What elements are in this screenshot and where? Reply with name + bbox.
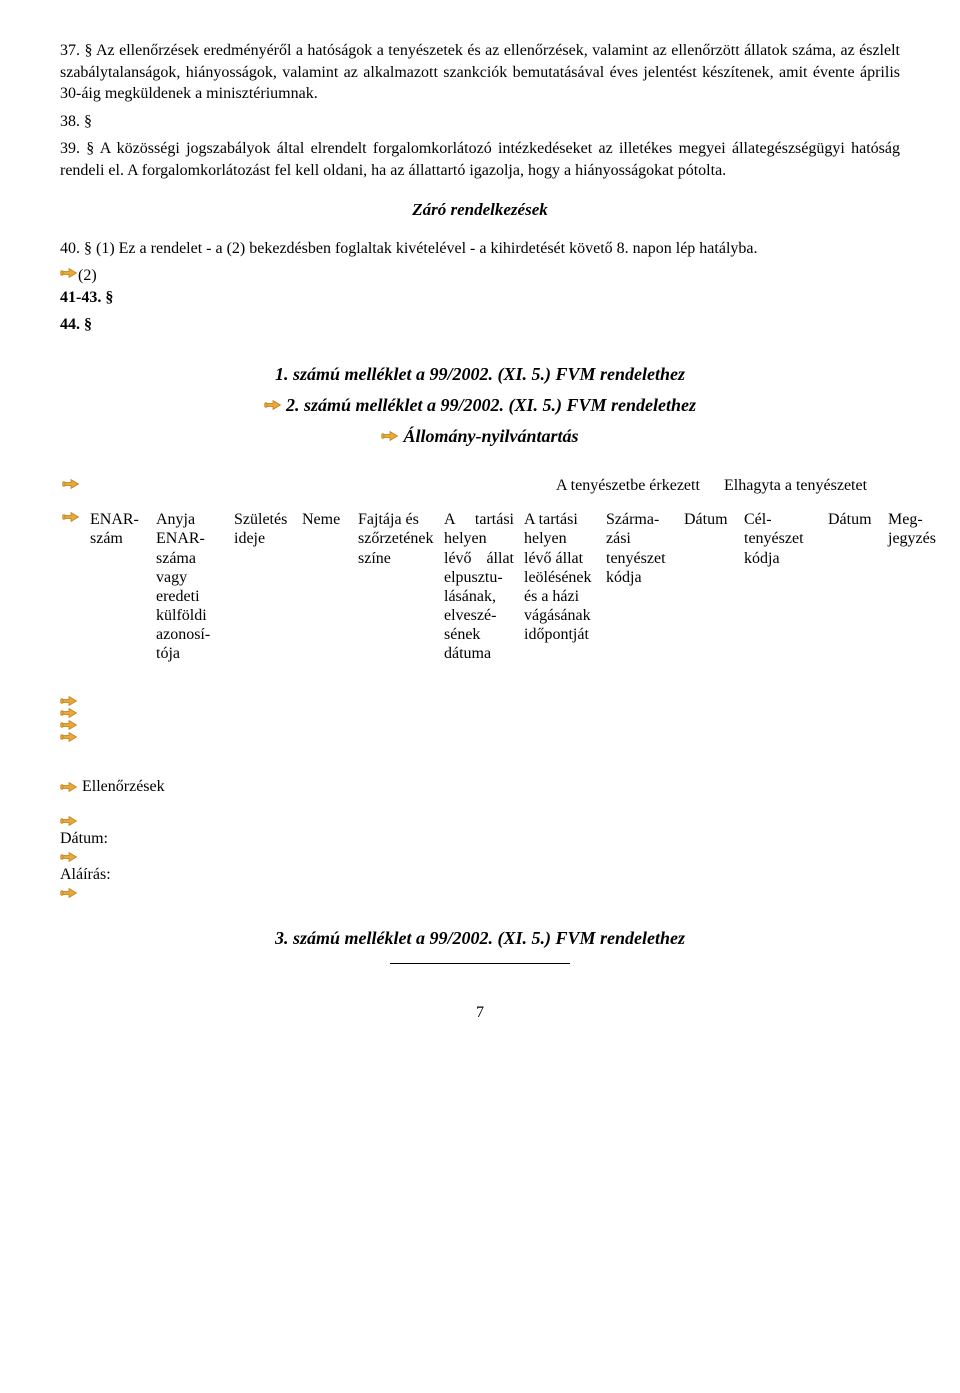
section-title-closing: Záró rendelkezések xyxy=(60,200,900,220)
footer-block: Ellenőrzések Dátum: Aláírás: xyxy=(60,778,900,900)
col-datum-1: Dátum xyxy=(682,510,736,529)
col-szarmazas: Szárma­zási tenyészet kódja xyxy=(604,510,676,587)
col-megjegyzes: Meg­jegyzés xyxy=(886,510,948,548)
pointer-icon xyxy=(60,886,78,900)
col-datum-2: Dátum xyxy=(826,510,880,529)
inventory-table: A tenyészetbe érkezett Elhagyta a tenyés… xyxy=(60,477,900,742)
pointer-icon xyxy=(60,814,78,828)
pointer-icon xyxy=(60,730,78,744)
pointer-icon xyxy=(60,850,78,864)
paragraph-39: 39. § A közösségi jogszabályok által elr… xyxy=(60,138,900,181)
col-anyja: Anyja ENAR-száma vagy eredeti külföldi a… xyxy=(154,510,226,664)
divider xyxy=(390,963,570,964)
paragraph-37: 37. § Az ellenőrzések eredményéről a hat… xyxy=(60,40,900,105)
attachment-2-title: 2. számú melléklet a 99/2002. (XI. 5.) F… xyxy=(286,395,696,416)
pointer-icon xyxy=(381,429,399,443)
col-elpusztulas: A tartási helyen lévő állat elpusztu­lás… xyxy=(442,510,516,664)
col-group-arrived: A tenyészetbe érkezett xyxy=(556,477,700,495)
pointer-icon xyxy=(264,398,282,412)
attachment-3-title: 3. számú melléklet a 99/2002. (XI. 5.) F… xyxy=(60,928,900,949)
pointer-icon xyxy=(62,477,80,491)
col-szuletes: Születés ideje xyxy=(232,510,294,548)
attachment-1-title: 1. számú melléklet a 99/2002. (XI. 5.) F… xyxy=(60,364,900,385)
attachment-2-subtitle: Állomány-nyilvántartás xyxy=(403,426,578,447)
col-neme: Neme xyxy=(300,510,350,529)
pointer-icon xyxy=(62,510,80,524)
paragraph-44: 44. § xyxy=(60,314,900,336)
page-number: 7 xyxy=(60,1004,900,1022)
label-datum: Dátum: xyxy=(60,830,108,848)
col-allat-leoles: A tartási helyen lévő állat leölésé­nek … xyxy=(522,510,598,644)
paragraph-40-sub: (2) xyxy=(78,265,97,287)
col-group-left: Elhagyta a tenyészetet xyxy=(724,477,867,494)
paragraph-38: 38. § xyxy=(60,111,900,133)
pointer-icon xyxy=(60,266,78,280)
col-fajta: Fajtája és szőrzeté­nek színe xyxy=(356,510,436,568)
label-alairas: Aláírás: xyxy=(60,866,111,884)
paragraph-40: 40. § (1) Ez a rendelet - a (2) bekezdés… xyxy=(60,238,900,260)
pointer-icon xyxy=(60,780,78,794)
col-enar: ENAR-szám xyxy=(88,510,148,548)
paragraph-41-43: 41-43. § xyxy=(60,287,900,309)
label-ellenorzesek: Ellenőrzések xyxy=(82,778,165,796)
col-celtenyeszet: Cél­tenyészet kódja xyxy=(742,510,820,568)
